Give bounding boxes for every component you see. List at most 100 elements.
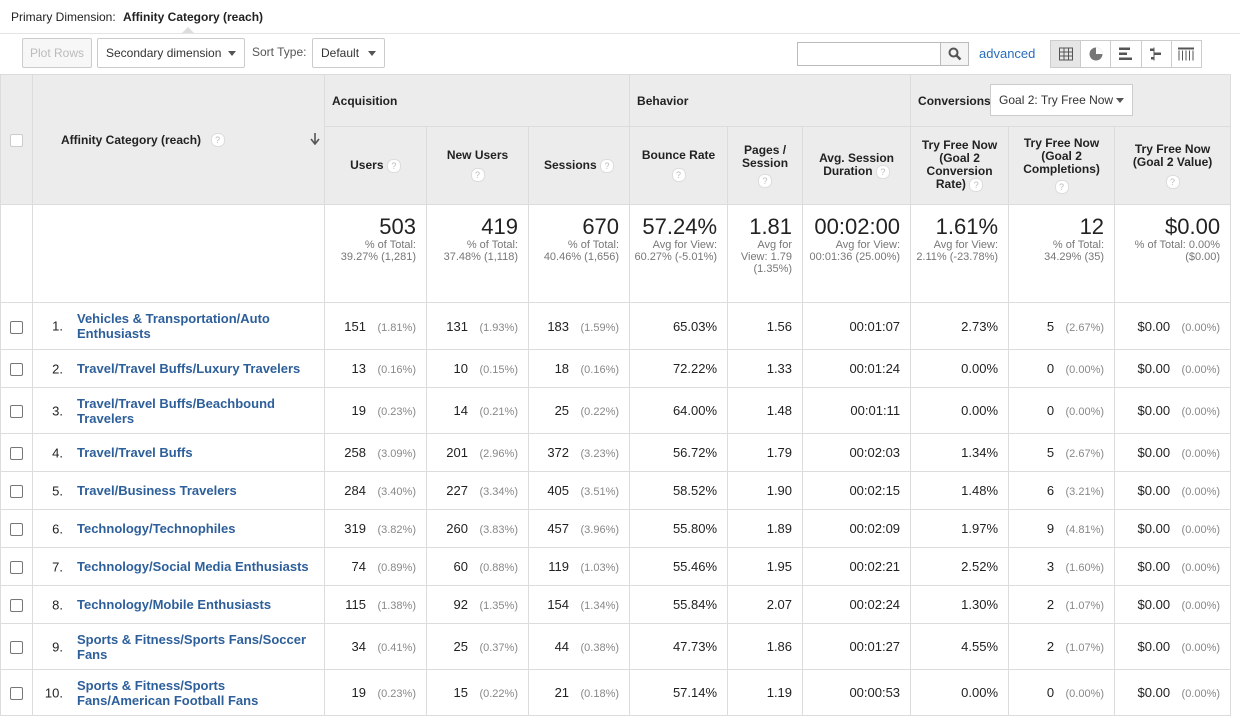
- dimension-link[interactable]: Technology/Social Media Enthusiasts: [77, 559, 309, 574]
- new-users-cell: 260 (3.83%): [426, 509, 529, 548]
- help-icon[interactable]: ?: [600, 158, 615, 173]
- avg-session-duration-cell: 00:00:53: [802, 669, 912, 716]
- avg-session-duration-header[interactable]: Avg. Session Duration ?: [802, 126, 912, 205]
- new-users-value: 60: [453, 559, 468, 574]
- performance-view-button[interactable]: [1111, 41, 1142, 67]
- dimension-link[interactable]: Travel/Travel Buffs/Luxury Travelers: [77, 361, 301, 376]
- row-index: 3.: [52, 403, 63, 418]
- users-header[interactable]: Users ?: [324, 126, 427, 205]
- pivot-view-button[interactable]: [1171, 41, 1202, 67]
- total-completions-value: 12: [1079, 214, 1105, 239]
- goal-selector-dropdown[interactable]: Goal 2: Try Free Now: [990, 84, 1134, 116]
- completions-cell: 0 (0.00%): [1008, 349, 1116, 388]
- help-icon[interactable]: ?: [470, 168, 485, 182]
- users-cell: 284 (3.40%): [324, 471, 427, 510]
- help-icon[interactable]: ?: [671, 168, 686, 182]
- conversion-rate-cell: 0.00%: [910, 387, 1010, 434]
- sessions-header[interactable]: Sessions ?: [527, 126, 631, 205]
- dimension-link[interactable]: Sports & Fitness/Sports Fans/American Fo…: [77, 677, 259, 708]
- help-icon[interactable]: ?: [210, 133, 225, 148]
- table-view-button[interactable]: [1051, 41, 1082, 67]
- row-checkbox[interactable]: [10, 447, 23, 461]
- view-switcher: [1050, 40, 1202, 68]
- select-all-checkbox[interactable]: [10, 134, 23, 148]
- goal-value-header[interactable]: Try Free Now (Goal 2 Value)?: [1114, 126, 1232, 205]
- secondary-dimension-dropdown[interactable]: Secondary dimension: [97, 38, 245, 68]
- advanced-filter-link[interactable]: advanced: [979, 46, 1036, 61]
- dimension-cell: 6. Technology/Technophiles: [32, 509, 325, 548]
- row-checkbox[interactable]: [10, 523, 23, 537]
- new-users-header[interactable]: New Users?: [426, 126, 529, 205]
- completions-value: 0: [1046, 403, 1055, 418]
- total-conversion-rate-sub: Avg for View: 2.11% (-23.78%): [916, 239, 999, 263]
- dimension-header[interactable]: Affinity Category (reach) ?: [32, 74, 325, 205]
- dimension-link[interactable]: Sports & Fitness/Sports Fans/Soccer Fans: [77, 631, 307, 662]
- pie-view-button[interactable]: [1081, 41, 1112, 67]
- help-icon[interactable]: ?: [1054, 180, 1069, 194]
- comparison-view-button[interactable]: [1141, 41, 1172, 67]
- dimension-link[interactable]: Vehicles & Transportation/Auto Enthusias…: [77, 311, 270, 341]
- goal-value-cell: $0.00 (0.00%): [1114, 547, 1232, 586]
- selected-caret-icon: [181, 27, 195, 34]
- dimension-link[interactable]: Technology/Technophiles: [77, 521, 236, 536]
- help-icon[interactable]: ?: [875, 165, 890, 179]
- row-checkbox[interactable]: [10, 687, 23, 701]
- row-index: 9.: [52, 639, 63, 654]
- new-users-value: 227: [446, 483, 468, 498]
- avg-session-duration-cell: 00:02:15: [802, 471, 912, 510]
- dimension-link[interactable]: Travel/Travel Buffs: [77, 445, 193, 460]
- goal-value-cell: $0.00 (0.00%): [1114, 433, 1232, 472]
- pages-session-cell: 1.90: [727, 471, 804, 510]
- conversion-rate-cell: 0.00%: [910, 669, 1010, 716]
- secondary-dimension-label: Secondary dimension: [106, 46, 222, 60]
- dimension-link[interactable]: Technology/Mobile Enthusiasts: [77, 597, 272, 612]
- dimension-link[interactable]: Travel/Travel Buffs/Beachbound Travelers: [77, 395, 275, 426]
- dimension-cell: 4. Travel/Travel Buffs: [32, 433, 325, 472]
- dimension-cell: 3. Travel/Travel Buffs/Beachbound Travele…: [32, 387, 325, 434]
- dimension-link[interactable]: Travel/Business Travelers: [77, 483, 237, 498]
- conversion-rate-cell: 4.55%: [910, 623, 1010, 670]
- users-value: 284: [344, 483, 366, 498]
- sessions-percent: (1.59%): [580, 321, 620, 334]
- sessions-header-label: Sessions: [543, 157, 597, 172]
- pages-session-header[interactable]: Pages / Session?: [727, 126, 804, 205]
- row-checkbox[interactable]: [10, 641, 23, 655]
- bounce-rate-header[interactable]: Bounce Rate?: [629, 126, 729, 205]
- total-users-value: 503: [379, 214, 416, 239]
- search-button[interactable]: [940, 42, 969, 66]
- goal-value-cell: $0.00 (0.00%): [1114, 302, 1232, 350]
- row-checkbox[interactable]: [10, 363, 23, 377]
- sort-type-dropdown[interactable]: Default: [312, 38, 385, 68]
- total-new-users-sub: % of Total: 37.48% (1,118): [443, 239, 518, 263]
- bounce-rate-cell: 58.52%: [629, 471, 729, 510]
- table-row: 6. Technology/Technophiles 319 (3.82%) 260 (3…: [0, 509, 1232, 548]
- conversion-rate-header[interactable]: Try Free Now (Goal 2 Conversion Rate) ?: [910, 126, 1010, 205]
- new-users-percent: (3.34%): [479, 486, 518, 498]
- avg-session-duration-cell: 00:02:09: [802, 509, 912, 548]
- sort-arrow-down-icon[interactable]: [310, 133, 320, 145]
- completions-header[interactable]: Try Free Now (Goal 2 Completions)?: [1008, 126, 1116, 205]
- help-icon[interactable]: ?: [1165, 174, 1180, 189]
- completions-value: 3: [1046, 559, 1055, 574]
- row-checkbox[interactable]: [10, 599, 23, 613]
- goal-value-value: $0.00: [1137, 445, 1171, 460]
- primary-dimension-value[interactable]: Affinity Category (reach): [123, 10, 264, 24]
- goal-value-value: $0.00: [1137, 483, 1171, 498]
- pages-session-cell: 1.48: [727, 387, 804, 434]
- plot-rows-button[interactable]: Plot Rows: [22, 38, 92, 68]
- completions-value: 2: [1046, 597, 1055, 612]
- goal-value-value: $0.00: [1137, 403, 1171, 418]
- help-icon[interactable]: ?: [758, 173, 773, 188]
- row-checkbox[interactable]: [10, 561, 23, 575]
- help-icon[interactable]: ?: [969, 178, 984, 192]
- row-checkbox[interactable]: [10, 405, 23, 419]
- sessions-cell: 44 (0.38%): [527, 623, 631, 670]
- dimension-cell: 7. Technology/Social Media Enthusiasts: [32, 547, 325, 586]
- help-icon[interactable]: ?: [386, 158, 401, 173]
- users-cell: 19 (0.23%): [324, 669, 427, 716]
- sessions-percent: (1.03%): [580, 562, 620, 574]
- users-cell: 115 (1.38%): [324, 585, 427, 624]
- sessions-value: 154: [547, 597, 570, 612]
- row-checkbox[interactable]: [10, 320, 23, 334]
- row-checkbox[interactable]: [10, 485, 23, 499]
